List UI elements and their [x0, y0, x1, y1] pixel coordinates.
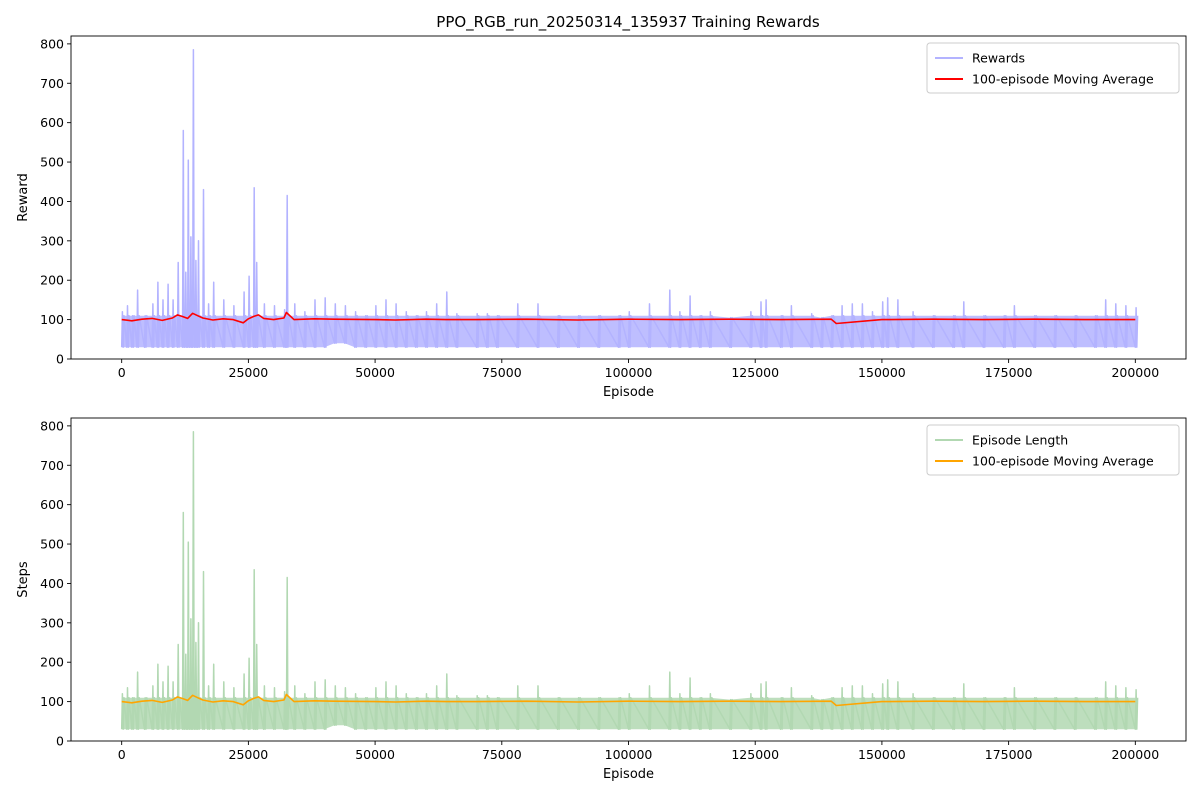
x-tick-label: 50000: [355, 365, 395, 380]
y-tick-label: 300: [40, 233, 64, 248]
series-band-episode-length: [121, 697, 1136, 730]
rewards-panel: 0 25000 50000 75000 100000 125000 150000 175000…: [16, 35, 1187, 400]
y-tick-label: 800: [40, 36, 64, 51]
y-tick-label: 400: [40, 576, 64, 591]
x-tick-label: 25000: [229, 365, 269, 380]
y-tick-label: 100: [40, 694, 64, 709]
y-tick-label: 100: [40, 312, 64, 327]
y-tick-label: 200: [40, 273, 64, 288]
y-tick-label: 300: [40, 615, 64, 630]
x-tick-label: 200000: [1111, 747, 1159, 762]
y-tick-label: 500: [40, 537, 64, 552]
x-tick-label: 0: [118, 365, 126, 380]
legend-label-100-episode-moving-average: 100-episode Moving Average: [972, 72, 1154, 87]
y-axis-label: Reward: [16, 173, 31, 221]
x-tick-label: 50000: [355, 747, 395, 762]
x-tick-label: 75000: [482, 365, 522, 380]
legend-box: [926, 424, 1180, 476]
x-tick-label: 100000: [605, 365, 653, 380]
y-tick-label: 600: [40, 497, 64, 512]
x-tick-label: 150000: [858, 365, 906, 380]
legend-label-100-episode-moving-average: 100-episode Moving Average: [972, 454, 1154, 469]
y-tick-label: 0: [56, 352, 64, 367]
steps-panel: 0 25000 50000 75000 100000 125000 150000 175000…: [16, 417, 1187, 782]
y-tick-label: 400: [40, 194, 64, 209]
figure-title: PPO_RGB_run_20250314_135937 Training Rew…: [436, 13, 820, 32]
x-axis-label: Episode: [603, 767, 654, 782]
legend-label-episode-length: Episode Length: [972, 433, 1068, 448]
legend-label-rewards: Rewards: [972, 51, 1025, 66]
x-tick-label: 175000: [985, 365, 1033, 380]
plot-area: [120, 49, 1139, 348]
x-tick-label: 150000: [858, 747, 906, 762]
plot-area: [120, 431, 1139, 730]
x-tick-label: 25000: [229, 747, 269, 762]
y-tick-label: 600: [40, 115, 64, 130]
x-tick-label: 175000: [985, 747, 1033, 762]
y-tick-label: 700: [40, 458, 64, 473]
y-tick-label: 700: [40, 76, 64, 91]
y-tick-label: 0: [56, 734, 64, 749]
x-tick-label: 75000: [482, 747, 522, 762]
x-tick-label: 100000: [605, 747, 653, 762]
series-line-100-episode-moving-average: [121, 693, 1136, 707]
y-tick-label: 800: [40, 418, 64, 433]
x-tick-label: 200000: [1111, 365, 1159, 380]
legend-box: [926, 42, 1180, 94]
legend: Episode Length 100-episode Moving Average: [926, 424, 1180, 476]
x-tick-label: 125000: [731, 365, 779, 380]
y-tick-label: 500: [40, 155, 64, 170]
x-tick-label: 125000: [731, 747, 779, 762]
x-axis-label: Episode: [603, 385, 654, 400]
x-tick-label: 0: [118, 747, 126, 762]
series-line-100-episode-moving-average: [121, 311, 1136, 325]
y-tick-label: 200: [40, 655, 64, 670]
y-axis-label: Steps: [16, 561, 31, 598]
series-band-rewards: [121, 315, 1136, 348]
legend: Rewards 100-episode Moving Average: [926, 42, 1180, 94]
